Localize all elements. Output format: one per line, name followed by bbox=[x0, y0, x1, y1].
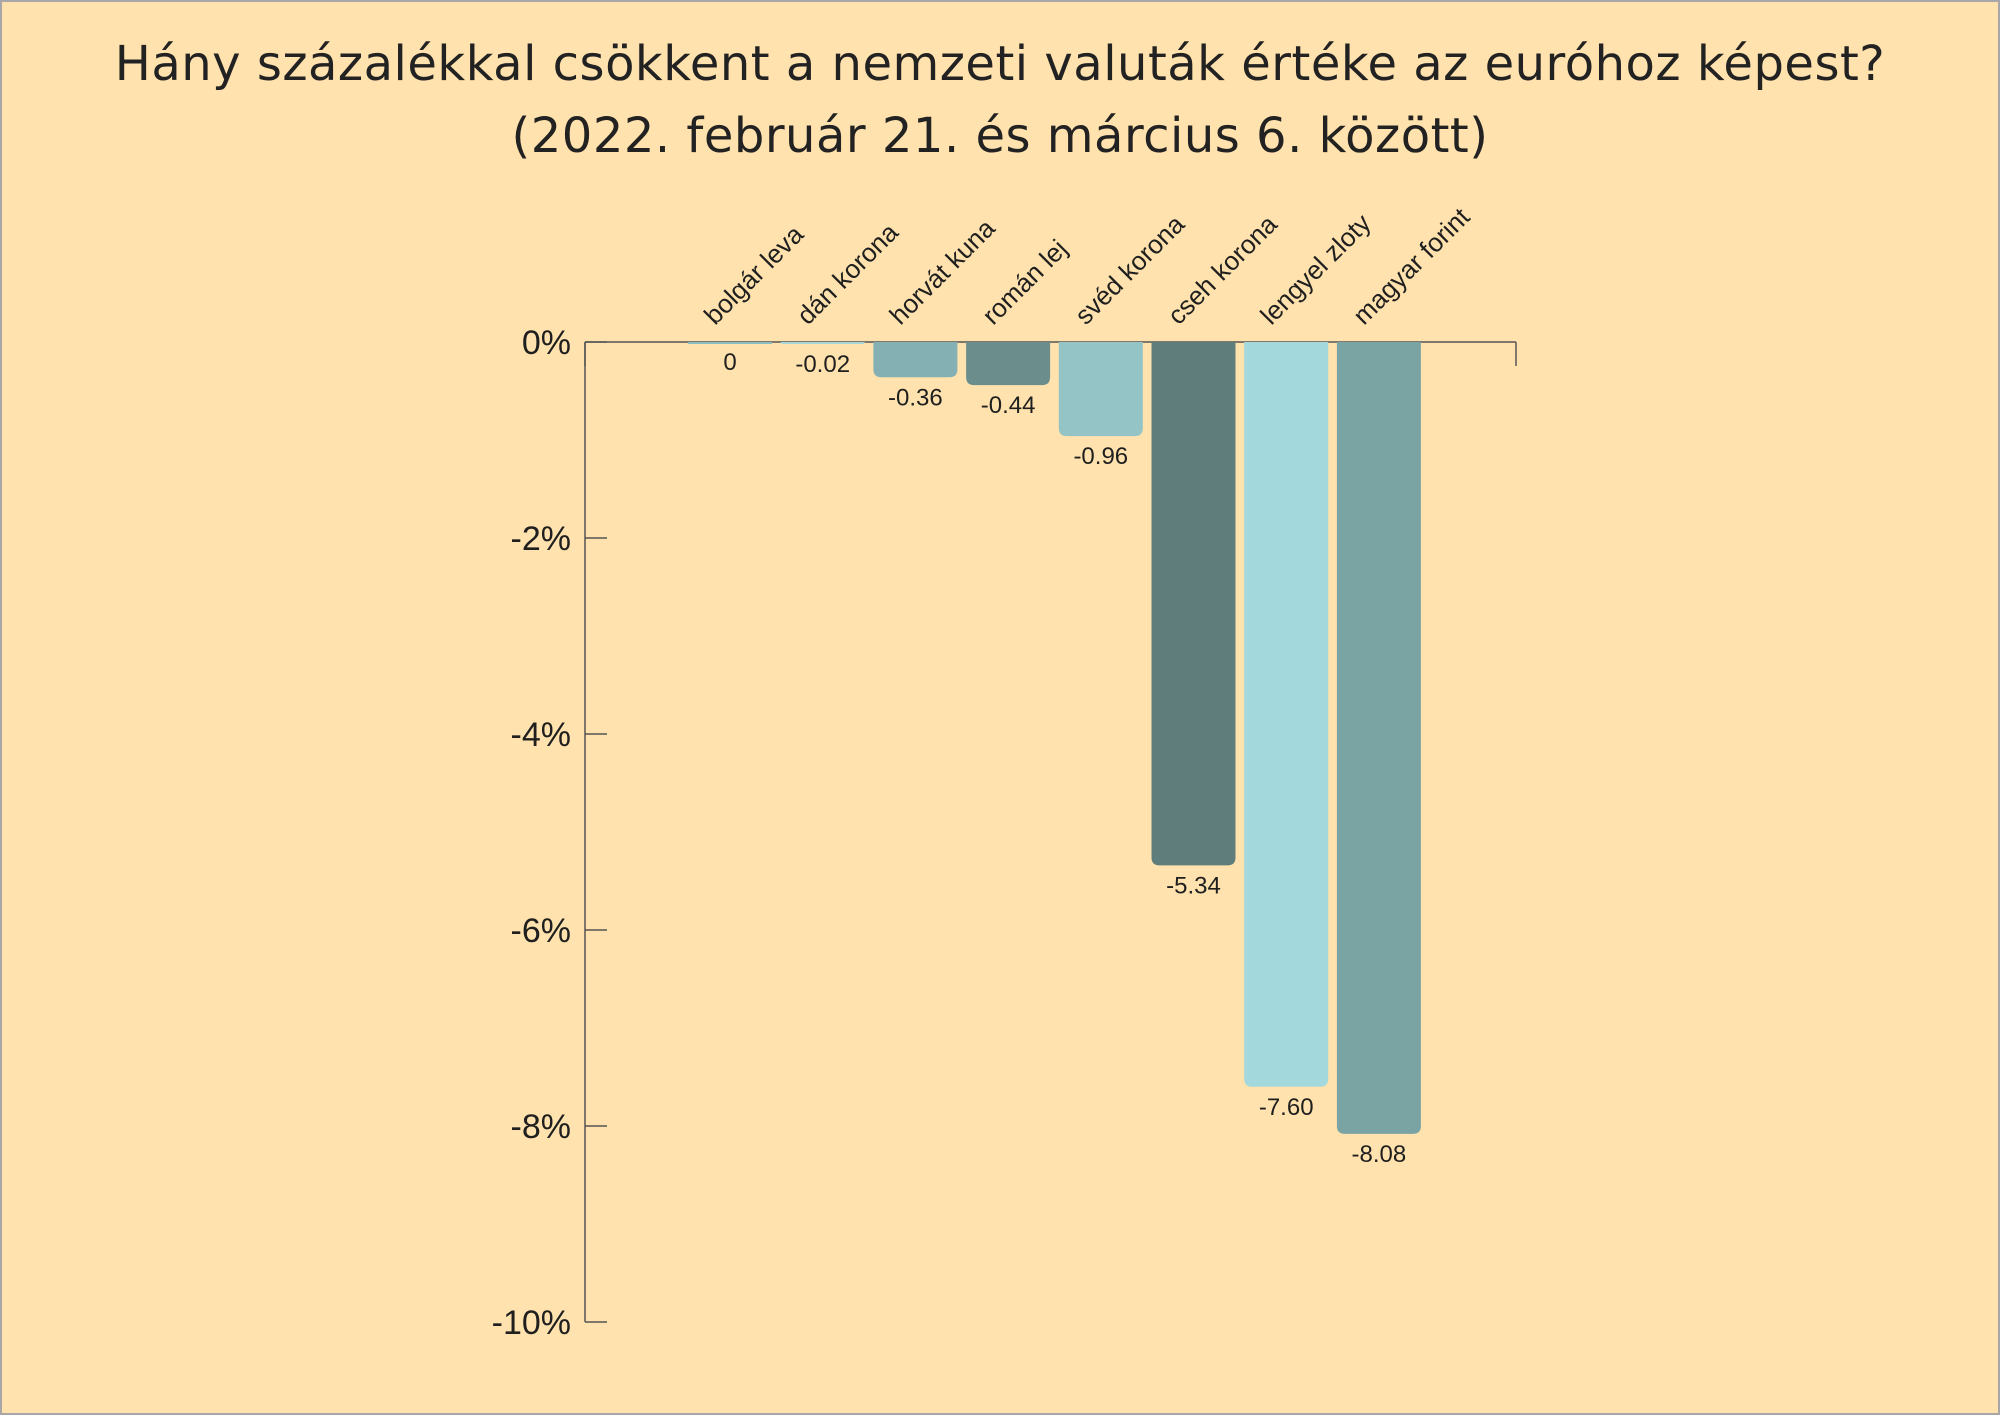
bar bbox=[688, 342, 772, 344]
bar bbox=[1058, 342, 1143, 437]
data-label: -5.34 bbox=[1166, 872, 1221, 899]
bar-layer bbox=[688, 342, 1421, 1134]
y-tick-label: -6% bbox=[511, 912, 571, 950]
chart-title-block: Hány százalékkal csökkent a nemzeti valu… bbox=[0, 28, 2000, 172]
category-label: román lej bbox=[976, 233, 1073, 330]
bar bbox=[780, 342, 865, 344]
y-tick-label: -10% bbox=[492, 1304, 571, 1342]
bar bbox=[1151, 342, 1236, 866]
data-label: -7.60 bbox=[1259, 1094, 1314, 1121]
bar bbox=[873, 342, 958, 378]
axis-layer: 0% -2% -4% -6% -8% -10% bbox=[492, 324, 1517, 1342]
bar bbox=[1336, 342, 1421, 1134]
bar bbox=[966, 342, 1051, 386]
data-label: 0 bbox=[723, 349, 736, 376]
y-tick-label: -4% bbox=[511, 716, 571, 754]
y-tick-label: 0% bbox=[522, 324, 571, 362]
chart-title: Hány százalékkal csökkent a nemzeti valu… bbox=[114, 36, 1886, 92]
y-tick-label: -2% bbox=[511, 520, 571, 558]
data-label: -0.44 bbox=[981, 392, 1036, 419]
data-label: -0.36 bbox=[888, 384, 943, 411]
chart-subtitle: (2022. február 21. és március 6. között) bbox=[511, 108, 1489, 164]
data-label: -0.02 bbox=[795, 351, 850, 378]
y-tick-label: -8% bbox=[511, 1108, 571, 1146]
data-label: -8.08 bbox=[1352, 1141, 1407, 1168]
data-label: -0.96 bbox=[1073, 443, 1128, 470]
category-label: bolgár leva bbox=[698, 219, 810, 331]
bar bbox=[1244, 342, 1329, 1087]
